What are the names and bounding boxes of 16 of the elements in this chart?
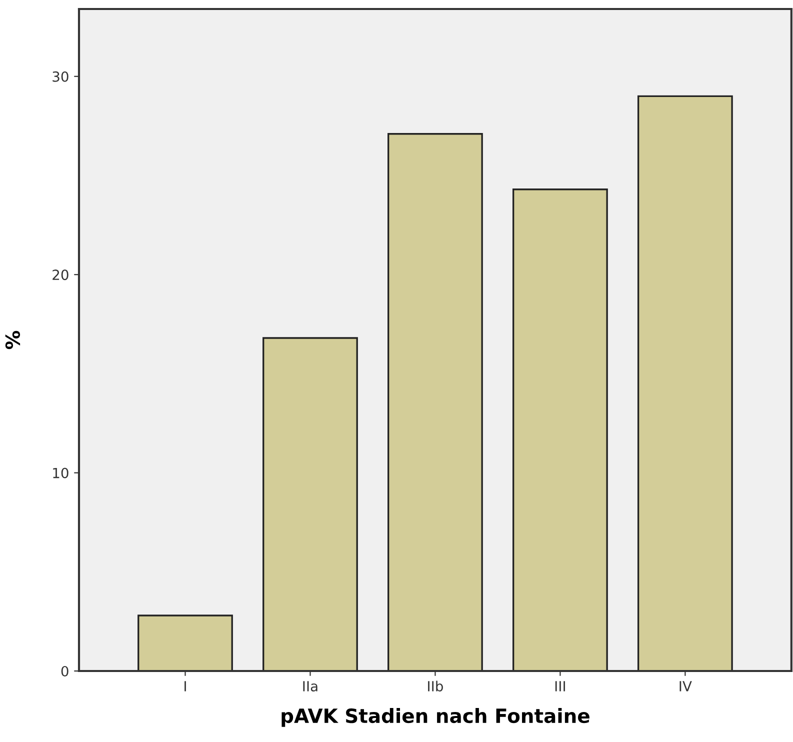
y-axis-title: % (5, 330, 20, 350)
x-tick-label: IIb (428, 680, 443, 692)
bar (262, 337, 358, 671)
bar (138, 614, 233, 671)
x-tick-label: I (184, 681, 186, 692)
bar (388, 133, 483, 671)
y-tick-label: 20 (52, 270, 68, 280)
y-tick-label: 0 (61, 666, 68, 676)
bar (512, 188, 608, 671)
x-axis-title: pAVK Stadien nach Fontaine (282, 708, 590, 727)
y-tick-label: 10 (53, 468, 68, 478)
y-tick-label: 30 (52, 71, 68, 82)
x-tick-label: III (555, 681, 565, 692)
bar (637, 95, 733, 671)
x-tick-label: IIa (303, 681, 318, 692)
x-tick-label: IV (680, 681, 692, 692)
